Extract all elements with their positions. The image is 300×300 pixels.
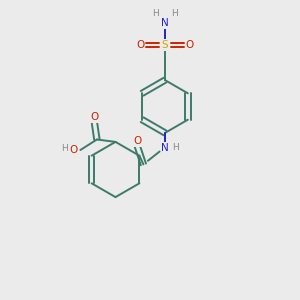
- Text: O: O: [90, 112, 99, 122]
- Text: O: O: [70, 145, 78, 155]
- Text: O: O: [185, 40, 194, 50]
- Text: N: N: [161, 143, 169, 153]
- Text: O: O: [133, 136, 142, 146]
- Text: H: H: [172, 143, 179, 152]
- Text: N: N: [161, 18, 169, 28]
- Text: S: S: [162, 40, 168, 50]
- Text: H: H: [171, 9, 178, 18]
- Text: H: H: [152, 9, 159, 18]
- Text: O: O: [136, 40, 145, 50]
- Text: H: H: [61, 144, 68, 153]
